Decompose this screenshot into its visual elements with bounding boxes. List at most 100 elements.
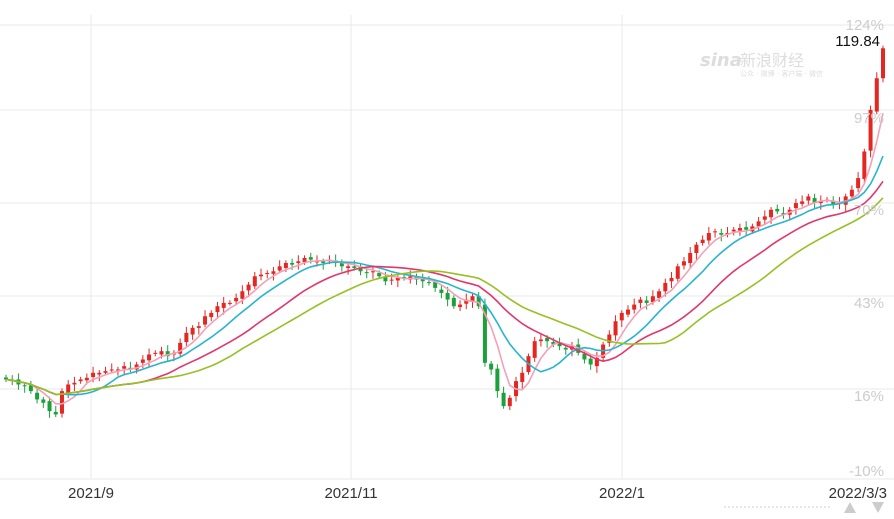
x-axis-label: 2021/11 <box>324 485 377 502</box>
candle-body <box>109 369 114 371</box>
candle-body <box>321 261 326 263</box>
candle-body <box>812 198 817 204</box>
candle-body <box>501 392 506 407</box>
candle-body <box>495 368 500 392</box>
candle-body <box>227 302 232 304</box>
candle-body <box>66 384 71 393</box>
candle-body <box>184 332 189 343</box>
triangle-down-icon[interactable] <box>872 502 884 513</box>
candle-body <box>59 391 64 414</box>
candle-body <box>103 371 108 373</box>
candle-body <box>719 233 724 235</box>
candle-body <box>78 379 83 382</box>
candle-body <box>314 261 319 263</box>
candle-body <box>140 359 145 363</box>
candle-body <box>308 257 313 260</box>
candle-body <box>862 151 867 179</box>
candle-body <box>153 352 158 354</box>
watermark-brand: sina <box>700 50 742 71</box>
candle-body <box>775 208 780 212</box>
moving-average-lines <box>5 113 884 405</box>
candle-body <box>252 276 257 287</box>
candle-body <box>632 304 637 310</box>
y-axis-label: 43% <box>854 295 884 312</box>
candle-body <box>613 321 618 336</box>
candle-body <box>209 312 214 318</box>
candle-body <box>737 228 742 231</box>
candle-body <box>731 229 736 232</box>
candle-body <box>91 372 96 377</box>
candle-body <box>657 291 662 298</box>
candle-body <box>277 266 282 271</box>
x-axis-label: 2022/3/3 <box>829 485 887 502</box>
candle-body <box>644 300 649 303</box>
candle-body <box>445 292 450 300</box>
candle-body <box>84 377 89 381</box>
candle-body <box>489 363 494 370</box>
y-axis-label: -10% <box>849 463 884 480</box>
candle-body <box>818 201 823 204</box>
candle-body <box>178 342 183 354</box>
candle-body <box>165 351 170 357</box>
candle-body <box>881 48 885 79</box>
candle-body <box>41 399 46 403</box>
candle-body <box>190 327 195 335</box>
candle-body <box>290 262 295 265</box>
candle-body <box>625 309 630 315</box>
candle-body <box>675 266 680 279</box>
candle-body <box>302 257 307 263</box>
x-axis-label: 2021/9 <box>68 485 114 502</box>
candle-body <box>259 274 264 277</box>
candle-body <box>470 296 475 302</box>
candle-body <box>215 306 220 313</box>
candle-body <box>706 233 711 241</box>
candle-body <box>246 284 251 291</box>
candle-body <box>663 282 668 292</box>
candle-body <box>265 272 270 274</box>
candle-body <box>346 266 351 268</box>
candle-body <box>874 78 879 112</box>
candle-body <box>563 347 568 350</box>
candle-body <box>538 339 543 342</box>
candle-body <box>650 296 655 303</box>
candle-body <box>769 209 774 218</box>
candle-body <box>234 297 239 302</box>
candle-body <box>713 231 718 233</box>
candle-body <box>532 341 537 358</box>
candle-body <box>72 382 77 385</box>
candle-body <box>681 261 686 266</box>
candle-body <box>221 302 226 308</box>
candle-body <box>283 262 288 268</box>
candle-body <box>383 276 388 282</box>
last-price-label: 119.84 <box>835 33 880 50</box>
scroll-controls[interactable] <box>724 502 884 513</box>
candle-body <box>420 277 425 282</box>
candle-body <box>762 216 767 220</box>
grid-lines <box>0 15 894 480</box>
candle-body <box>203 316 208 325</box>
x-axis-label: 2022/1 <box>599 485 645 502</box>
candle-body <box>793 203 798 209</box>
ma10-line <box>5 155 884 396</box>
candle-body <box>856 178 861 189</box>
candle-body <box>53 411 58 415</box>
candle-body <box>147 354 152 361</box>
candle-body <box>35 392 40 400</box>
triangle-up-icon[interactable] <box>844 502 856 513</box>
sina-watermark: sina 新浪财经 公众 · 微博 · 客户端 · 微信 <box>700 50 823 78</box>
watermark-tagline: 公众 · 微博 · 客户端 · 微信 <box>740 69 823 78</box>
y-axis-label: 70% <box>854 202 884 219</box>
candle-body <box>433 282 438 288</box>
watermark-name: 新浪财经 <box>740 51 804 70</box>
candle-body <box>507 397 512 407</box>
candle-body <box>831 200 836 205</box>
candle-body <box>800 201 805 204</box>
candle-body <box>868 109 873 151</box>
candle-body <box>377 272 382 277</box>
candle-body <box>122 366 127 369</box>
candle-body <box>115 369 120 371</box>
candle-body <box>426 282 431 284</box>
candle-body <box>339 262 344 267</box>
candle-body <box>47 401 52 412</box>
